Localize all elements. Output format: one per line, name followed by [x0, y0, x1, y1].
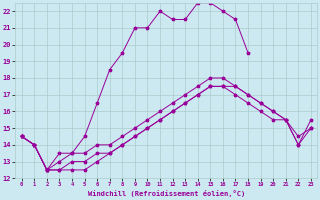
X-axis label: Windchill (Refroidissement éolien,°C): Windchill (Refroidissement éolien,°C) [88, 190, 245, 197]
